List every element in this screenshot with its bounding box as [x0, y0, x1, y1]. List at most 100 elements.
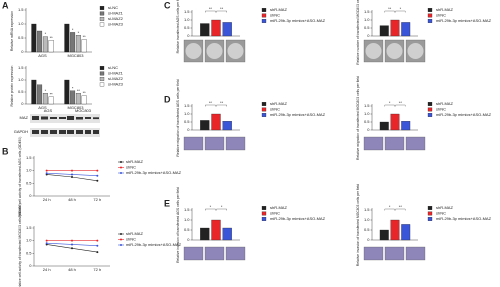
y-axis-label: Relative migration of transfected MGC803…	[356, 76, 360, 160]
legend-label: shR-MAZ	[436, 7, 453, 12]
legend-label: miR-29b-3p mimics+ASO-MAZ	[126, 242, 182, 247]
y-tick-label: 1.5	[364, 207, 370, 212]
significance-bracket	[216, 10, 227, 13]
legend-label: si-NC	[108, 65, 118, 70]
western-blot: MAZ GAPDH AGS MGC803	[14, 108, 100, 137]
y-tick-label: 0.5	[26, 180, 32, 185]
point	[71, 247, 73, 250]
significance-bracket	[384, 208, 395, 211]
legend-swatch	[99, 22, 105, 27]
bar	[48, 40, 54, 53]
y-tick-label: 1.0	[26, 238, 32, 243]
legend-label: shNC	[270, 107, 280, 112]
y-tick-label: 0	[21, 49, 24, 54]
y-tick-label: 0.5	[18, 35, 24, 40]
bar	[200, 120, 210, 131]
legend-swatch	[99, 71, 105, 76]
micrograph-well	[365, 43, 382, 59]
blot-column-label: AGS	[44, 108, 53, 113]
legend-label: shNC	[270, 211, 280, 216]
x-tick-label: 24 h	[43, 197, 51, 202]
blot-column-label: MGC803	[75, 108, 92, 113]
x-tick-label: AGS	[38, 105, 47, 110]
point	[71, 239, 73, 242]
bar	[31, 23, 37, 53]
legend-marker	[120, 166, 122, 169]
y-tick-label: 0	[29, 193, 32, 198]
significance-label: *	[72, 27, 74, 32]
blot-row-label: MAZ	[20, 115, 29, 120]
legend-swatch	[261, 217, 267, 221]
legend-label: si-MAZ1	[108, 71, 124, 76]
point	[96, 239, 99, 242]
bar	[401, 22, 411, 37]
significance-label: *	[210, 204, 212, 209]
y-tick-label: 1.0	[364, 111, 370, 116]
bar	[401, 121, 411, 131]
legend-label: shR-MAZ	[436, 205, 453, 210]
point	[45, 169, 48, 172]
significance-bracket	[205, 104, 216, 107]
bar	[200, 227, 210, 241]
bar	[42, 93, 48, 105]
significance-label: *	[400, 6, 402, 11]
legend-swatch	[427, 19, 433, 23]
y-axis-label: Relative transfected AGS cells per field	[176, 0, 180, 53]
y-tick-label: 1.0	[26, 168, 32, 173]
legend-swatch	[427, 206, 433, 210]
significance-label: **	[388, 6, 392, 11]
significance-bracket	[395, 104, 406, 107]
bar	[200, 23, 210, 37]
x-tick-label: MGC803	[67, 53, 84, 58]
y-axis-label: Relative invasion of transfected MGC803 …	[356, 184, 360, 266]
bar	[222, 227, 232, 241]
significance-bracket	[216, 208, 227, 211]
y-axis-label: Relative mRNA expression	[10, 11, 14, 51]
legend-swatch	[261, 206, 267, 210]
legend-label: si-MAZ2	[108, 76, 124, 81]
y-tick-label: 1.0	[18, 77, 24, 82]
x-tick-label: 24 h	[43, 267, 51, 272]
bar	[64, 79, 70, 105]
bar	[31, 79, 37, 105]
point	[45, 239, 48, 242]
legend-swatch	[427, 113, 433, 117]
point	[71, 173, 73, 176]
y-tick-label: 0.5	[26, 250, 32, 255]
y-tick-label: 1.0	[18, 21, 24, 26]
bar	[222, 121, 232, 131]
micrograph	[405, 246, 426, 261]
bar	[75, 35, 81, 53]
y-tick-label: 1.5	[184, 9, 190, 14]
micrograph	[384, 136, 405, 151]
point	[71, 169, 73, 172]
x-tick-label: MGC803	[67, 105, 84, 110]
legend-label: miR-29b-3p mimics+ASO-MAZ	[270, 112, 326, 117]
significance-label: **	[399, 204, 403, 209]
y-tick-label: 1.5	[184, 207, 190, 212]
legend-label: miR-29b-3p mimics+ASO-MAZ	[126, 170, 182, 175]
bar	[390, 19, 400, 37]
micrograph-well	[386, 43, 403, 59]
bar	[81, 95, 87, 105]
significance-bracket	[216, 104, 227, 107]
micrograph	[225, 246, 246, 261]
significance-label: **	[50, 35, 54, 40]
y-tick-label: 0.5	[364, 25, 370, 30]
y-tick-label: 0	[29, 263, 32, 268]
significance-bracket	[205, 10, 216, 13]
legend-label: shR-MAZ	[126, 231, 143, 236]
micrograph	[183, 246, 204, 261]
blot-row-label: GAPDH	[14, 129, 28, 134]
micrograph-well	[407, 43, 424, 59]
blot-bands	[32, 116, 99, 134]
legend-label: miR-29b-3p mimics+ASO-MAZ	[436, 216, 492, 221]
panel-label: A	[2, 0, 9, 10]
legend-label: shNC	[436, 107, 446, 112]
significance-label: **	[399, 100, 403, 105]
y-axis-label: Relative invasion of transfected AGS cel…	[176, 187, 180, 263]
bar	[390, 113, 400, 131]
bar	[37, 30, 43, 53]
significance-bracket	[384, 10, 395, 13]
bar	[211, 19, 221, 37]
